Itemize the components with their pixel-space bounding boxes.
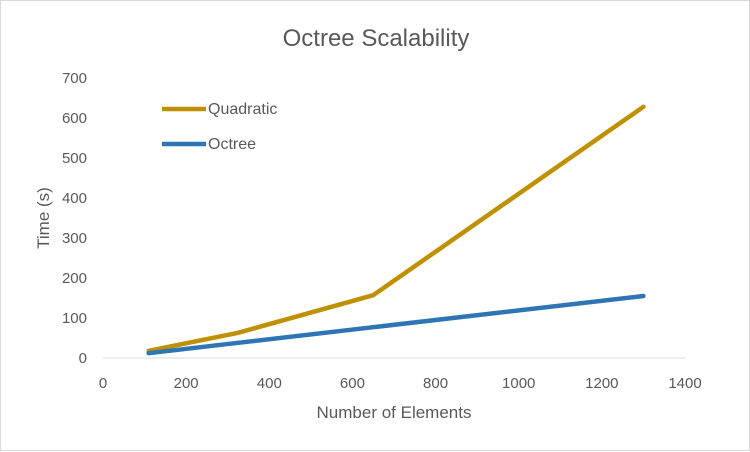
series-line-quadratic bbox=[146, 104, 646, 354]
x-tick-label: 600 bbox=[340, 375, 365, 392]
y-tick-label: 500 bbox=[62, 150, 87, 167]
chart-title: Octree Scalability bbox=[283, 25, 470, 52]
legend: Quadratic Octree bbox=[162, 101, 277, 153]
legend-label-quadratic: Quadratic bbox=[208, 101, 277, 118]
y-tick-label: 600 bbox=[62, 110, 87, 127]
y-tick-label: 300 bbox=[62, 230, 87, 247]
legend-label-octree: Octree bbox=[208, 136, 256, 153]
x-tick-labels: 0 200 400 600 800 1000 1200 1400 bbox=[99, 375, 702, 392]
x-tick-label: 0 bbox=[99, 375, 107, 392]
x-tick-label: 200 bbox=[174, 375, 199, 392]
y-tick-label: 200 bbox=[62, 270, 87, 287]
y-tick-label: 0 bbox=[79, 350, 87, 367]
y-axis-title: Time (s) bbox=[34, 187, 53, 249]
x-axis-title: Number of Elements bbox=[317, 403, 472, 422]
x-tick-label: 1000 bbox=[502, 375, 535, 392]
y-tick-label: 100 bbox=[62, 310, 87, 327]
x-tick-label: 400 bbox=[257, 375, 282, 392]
x-tick-label: 1400 bbox=[668, 375, 701, 392]
series-lines bbox=[146, 104, 646, 356]
y-tick-label: 700 bbox=[62, 70, 87, 87]
y-tick-labels: 0 100 200 300 400 500 600 700 bbox=[62, 70, 87, 367]
x-tick-label: 1200 bbox=[585, 375, 618, 392]
x-tick-label: 800 bbox=[423, 375, 448, 392]
series-line-octree bbox=[146, 293, 646, 356]
y-tick-label: 400 bbox=[62, 190, 87, 207]
